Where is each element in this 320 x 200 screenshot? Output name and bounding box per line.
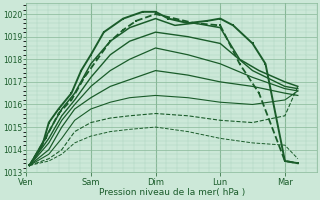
X-axis label: Pression niveau de la mer( hPa ): Pression niveau de la mer( hPa ) [99, 188, 245, 197]
